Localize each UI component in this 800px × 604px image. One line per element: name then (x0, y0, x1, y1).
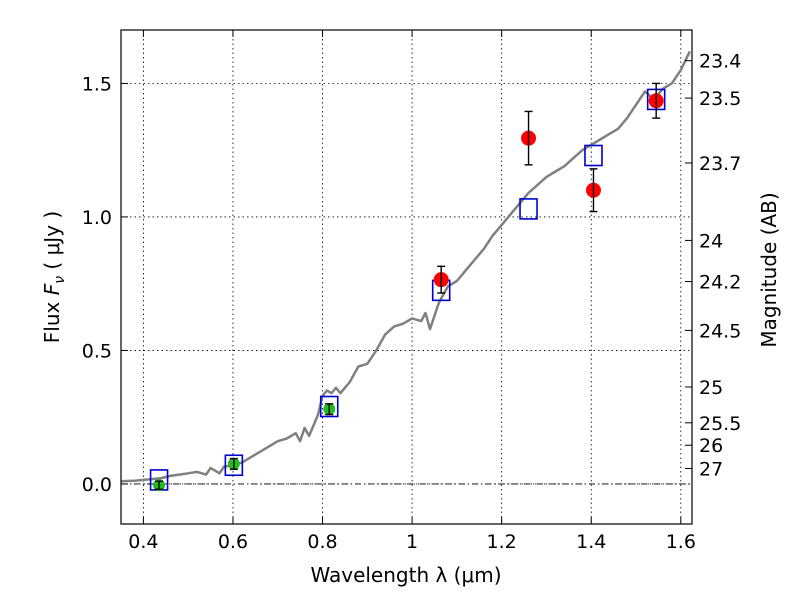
x-tick-label: 1.4 (576, 531, 606, 553)
x-tick-label: 1 (406, 531, 418, 553)
y2-tick-label: 23.7 (699, 153, 741, 175)
model-square-marker (224, 454, 244, 477)
y2-tick-label: 27 (699, 458, 723, 480)
x-tick-label: 1.6 (666, 531, 696, 553)
spectrum-series (120, 50, 691, 483)
y2-tick-label: 23.5 (699, 88, 741, 110)
y-axis-title-subscript: ν (52, 276, 68, 284)
y-tick-label: 0.5 (82, 340, 112, 362)
y-axis-title-symbol: F (40, 283, 64, 295)
x-tick-label: 0.4 (128, 531, 158, 553)
plot-area-frame (120, 29, 693, 525)
y2-tick-label: 24.5 (699, 320, 741, 342)
y-tick-label: 1.0 (82, 207, 112, 229)
y2-tick-label: 26 (699, 435, 723, 457)
model-square-marker (519, 198, 538, 220)
y2-tick-label: 25.5 (699, 413, 741, 435)
y2-tick-label: 25 (699, 377, 723, 399)
x-tick-label: 0.8 (307, 531, 337, 553)
y-axis-title-prefix: Flux (40, 295, 64, 343)
y-axis-title: Flux Fν ( μJy ) (40, 211, 68, 343)
x-tick-label: 0.6 (218, 531, 248, 553)
grid-lines (121, 30, 692, 524)
y-tick-label: 1.5 (82, 73, 112, 95)
spectrum-line (120, 50, 691, 483)
y2-tick-label: 24 (699, 230, 723, 252)
model-square-marker (584, 144, 603, 167)
y2-tick-label: 24.2 (699, 272, 741, 294)
y2-axis-title: Magnitude (AB) (757, 192, 781, 347)
y-tick-label: 0.0 (82, 474, 112, 496)
x-axis-title: Wavelength λ (μm) (310, 563, 501, 587)
marker-series (149, 82, 666, 492)
y-axis-title-unit: ( μJy ) (40, 211, 64, 276)
axis-ticks: 0.4 0.6 0.8 1 1.2 1.4 1.6 0.0 0.5 1.0 1.5 23.4 23.5 2… (82, 30, 741, 553)
model-square-marker (319, 395, 339, 418)
y2-tick-label: 23.4 (699, 51, 741, 73)
x-tick-label: 1.2 (487, 531, 517, 553)
